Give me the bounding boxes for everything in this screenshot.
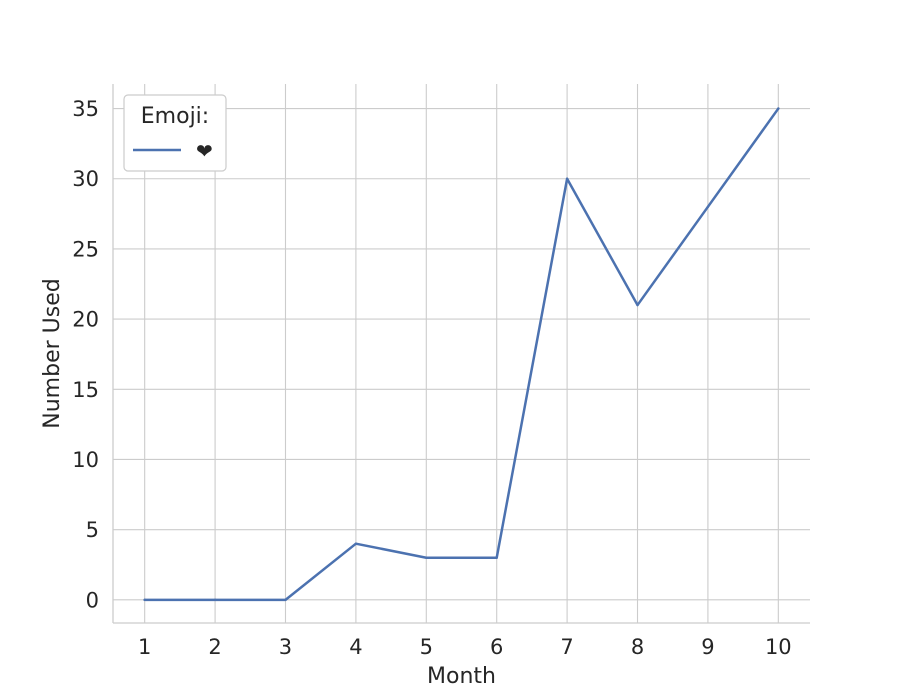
y-tick-label: 0 bbox=[86, 588, 99, 612]
series-lines bbox=[143, 107, 780, 602]
data-point bbox=[425, 556, 428, 559]
data-point bbox=[495, 556, 498, 559]
data-point bbox=[565, 177, 569, 180]
legend: Emoji: ❤ bbox=[123, 94, 227, 172]
x-tick-label: 5 bbox=[420, 635, 433, 659]
series-line-0 bbox=[143, 107, 780, 602]
x-axis-label: Month bbox=[427, 664, 496, 689]
x-tick-label: 3 bbox=[279, 635, 292, 659]
y-tick-label: 30 bbox=[72, 167, 99, 191]
x-tick-label: 1 bbox=[138, 635, 151, 659]
data-point bbox=[706, 205, 710, 209]
x-tick-label: 10 bbox=[765, 635, 792, 659]
legend-box bbox=[123, 94, 227, 172]
tick-labels: 1 2 3 4 5 6 7 8 9 10 0 5 10 15 20 25 30 35 bbox=[72, 97, 791, 659]
x-tick-label: 9 bbox=[701, 635, 714, 659]
y-tick-label: 10 bbox=[72, 448, 99, 472]
axes-spines bbox=[112, 84, 810, 624]
legend-entry-label: ❤ bbox=[196, 139, 213, 163]
x-tick-label: 6 bbox=[490, 635, 503, 659]
legend-title: Emoji: bbox=[141, 104, 209, 129]
y-axis-label: Number Used bbox=[40, 278, 65, 428]
x-tick-label: 8 bbox=[631, 635, 644, 659]
y-tick-label: 15 bbox=[72, 378, 99, 402]
x-tick-label: 4 bbox=[349, 635, 362, 659]
data-point bbox=[636, 303, 639, 307]
x-tick-label: 7 bbox=[560, 635, 573, 659]
data-point bbox=[143, 598, 146, 602]
data-point bbox=[284, 598, 287, 602]
y-tick-label: 35 bbox=[72, 97, 99, 121]
data-point bbox=[354, 542, 358, 545]
y-tick-label: 5 bbox=[86, 518, 99, 542]
data-point bbox=[777, 107, 780, 110]
data-point bbox=[213, 598, 217, 602]
y-tick-label: 25 bbox=[72, 237, 99, 261]
y-tick-label: 20 bbox=[72, 308, 99, 332]
x-tick-label: 2 bbox=[208, 635, 221, 659]
